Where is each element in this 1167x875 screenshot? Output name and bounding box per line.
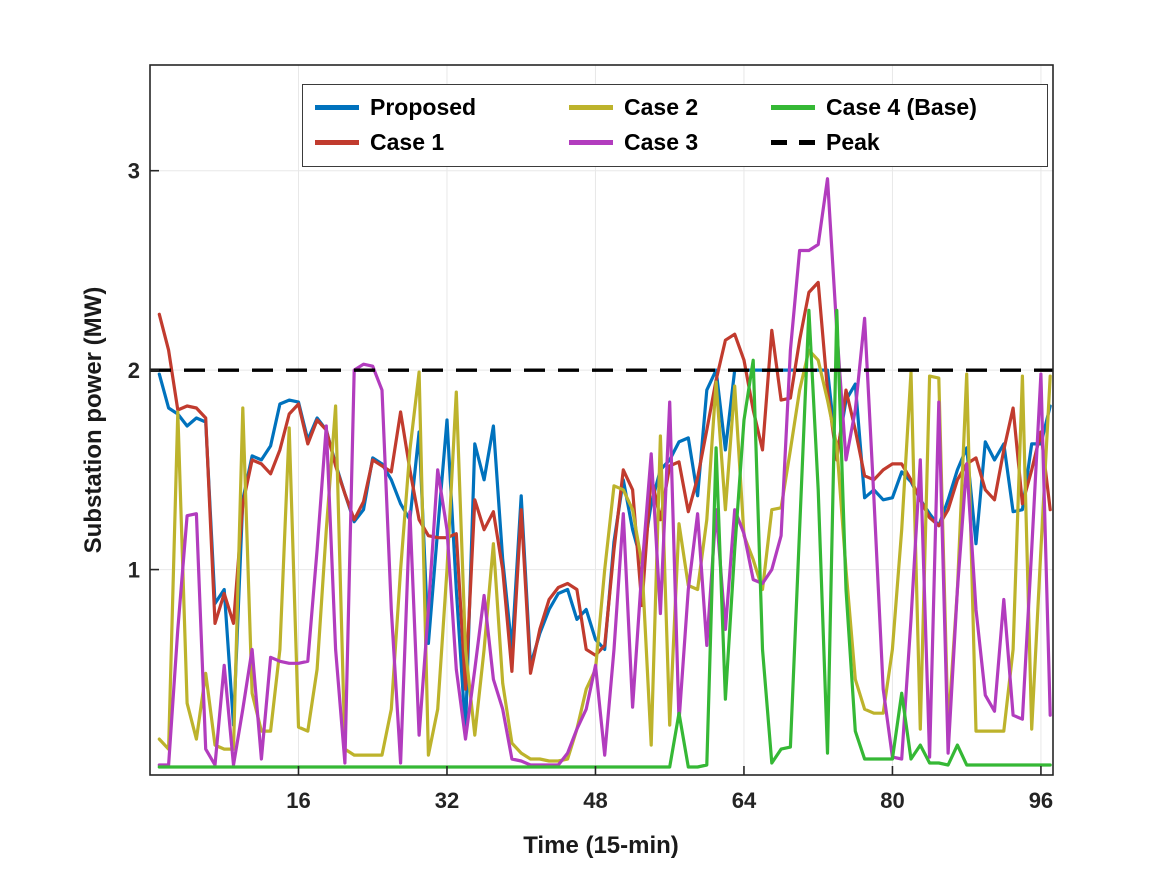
legend-label: Case 4 (Base) [826, 94, 977, 120]
y-tick-label: 2 [128, 358, 140, 383]
axes-box [149, 64, 1054, 776]
series-line-case-1 [157, 280, 1052, 691]
legend-label: Proposed [370, 94, 477, 120]
x-tick-label: 96 [1029, 788, 1053, 813]
legend-item-peak: Peak [771, 129, 1035, 157]
legend: Proposed Case 2 Case 4 (Base) Case 1 Case 3 P… [302, 84, 1048, 168]
legend-item-case-3: Case 3 [569, 129, 767, 157]
legend-label: Case 3 [624, 128, 699, 155]
legend-line-swatch [569, 105, 613, 111]
legend-line-swatch [569, 139, 613, 145]
y-tick-label: 3 [128, 159, 140, 184]
x-tick-label: 32 [435, 788, 459, 813]
legend-line-swatch [315, 105, 359, 111]
x-tick-label: 16 [286, 788, 310, 813]
legend-item-case-4-base-: Case 4 (Base) [771, 94, 1035, 122]
x-tick-label: 64 [732, 788, 757, 813]
legend-line-swatch [771, 105, 815, 111]
x-axis-title: Time (15-min) [523, 832, 679, 859]
legend-line-swatch [315, 139, 359, 145]
x-tick-label: 80 [880, 788, 904, 813]
legend-label: Peak [826, 128, 880, 155]
legend-dashed-line-swatch [771, 139, 815, 145]
y-axis-title: Substation power (MW) [80, 286, 107, 554]
legend-label: Case 1 [370, 128, 445, 155]
series-line-case-4-base- [157, 308, 1052, 769]
x-tick-label: 48 [583, 788, 607, 813]
legend-item-proposed: Proposed [315, 94, 565, 122]
legend-item-case-2: Case 2 [569, 94, 767, 122]
y-tick-label: 1 [128, 558, 140, 583]
legend-label: Case 2 [624, 94, 699, 120]
legend-item-case-1: Case 1 [315, 129, 565, 157]
series-line-case-3 [157, 177, 1052, 767]
series-line-case-2 [157, 348, 1052, 763]
